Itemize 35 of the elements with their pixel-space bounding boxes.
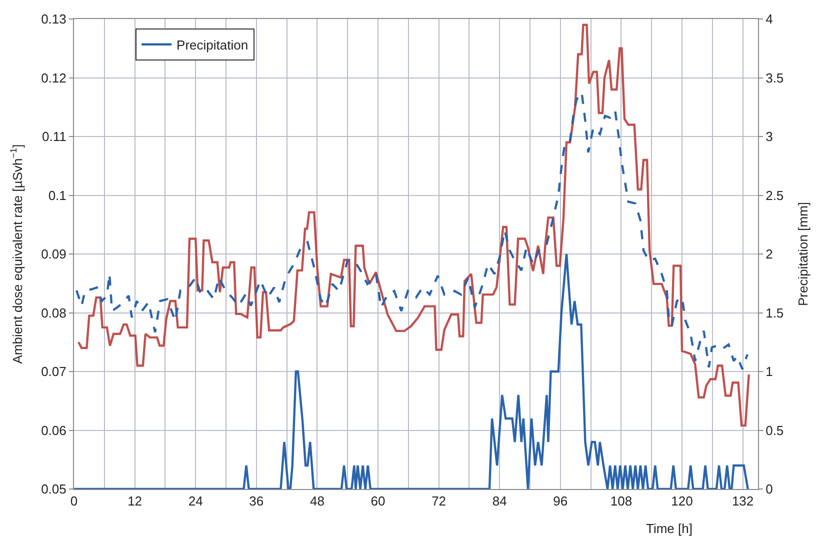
y2-tick-label: 0.5 — [766, 422, 784, 438]
y2-tick-label: 2.5 — [766, 188, 784, 203]
x-tick-label: 132 — [732, 494, 754, 509]
y-tick-label: 0.12 — [41, 70, 66, 86]
line-series — [77, 24, 750, 427]
x-tick-label: 72 — [432, 494, 446, 509]
y-tick-label: 0.05 — [41, 482, 66, 497]
y-tick-label: 0.06 — [41, 422, 66, 438]
x-tick-label: 60 — [370, 494, 386, 509]
y-tick-label: 0.1 — [48, 188, 66, 203]
x-axis-title: Time [h] — [646, 521, 692, 536]
y2-tick-label: 1.5 — [766, 305, 784, 320]
y2-tick-label: 4 — [766, 12, 773, 27]
y-tick-label: 0.13 — [41, 12, 66, 27]
x-tick-label: 0 — [70, 494, 78, 509]
y2-tick-label: 3 — [766, 129, 773, 144]
y-tick-label: 0.07 — [41, 364, 66, 380]
line-series — [74, 252, 749, 489]
y2-tick-label: 1 — [766, 364, 773, 380]
x-tick-label: 84 — [492, 494, 507, 509]
y2-tick-label: 0 — [766, 482, 773, 497]
y-tick-label: 0.08 — [41, 305, 66, 320]
legend-label: Precipitation — [176, 37, 248, 52]
y-tick-label: 0.11 — [42, 129, 66, 144]
y-tick-label: 0.09 — [41, 246, 66, 262]
x-tick-label: 120 — [671, 494, 693, 509]
y2-tick-label: 2 — [766, 246, 773, 262]
x-tick-label: 24 — [188, 494, 203, 509]
x-tick-label: 36 — [249, 494, 264, 509]
y2-tick-label: 3.5 — [766, 70, 784, 86]
y2-axis-title: Precipitation [mm] — [795, 202, 810, 306]
x-tick-label: 12 — [128, 494, 142, 509]
x-tick-label: 96 — [553, 494, 568, 509]
x-tick-label: 108 — [610, 494, 632, 509]
x-tick-label: 48 — [310, 494, 324, 509]
